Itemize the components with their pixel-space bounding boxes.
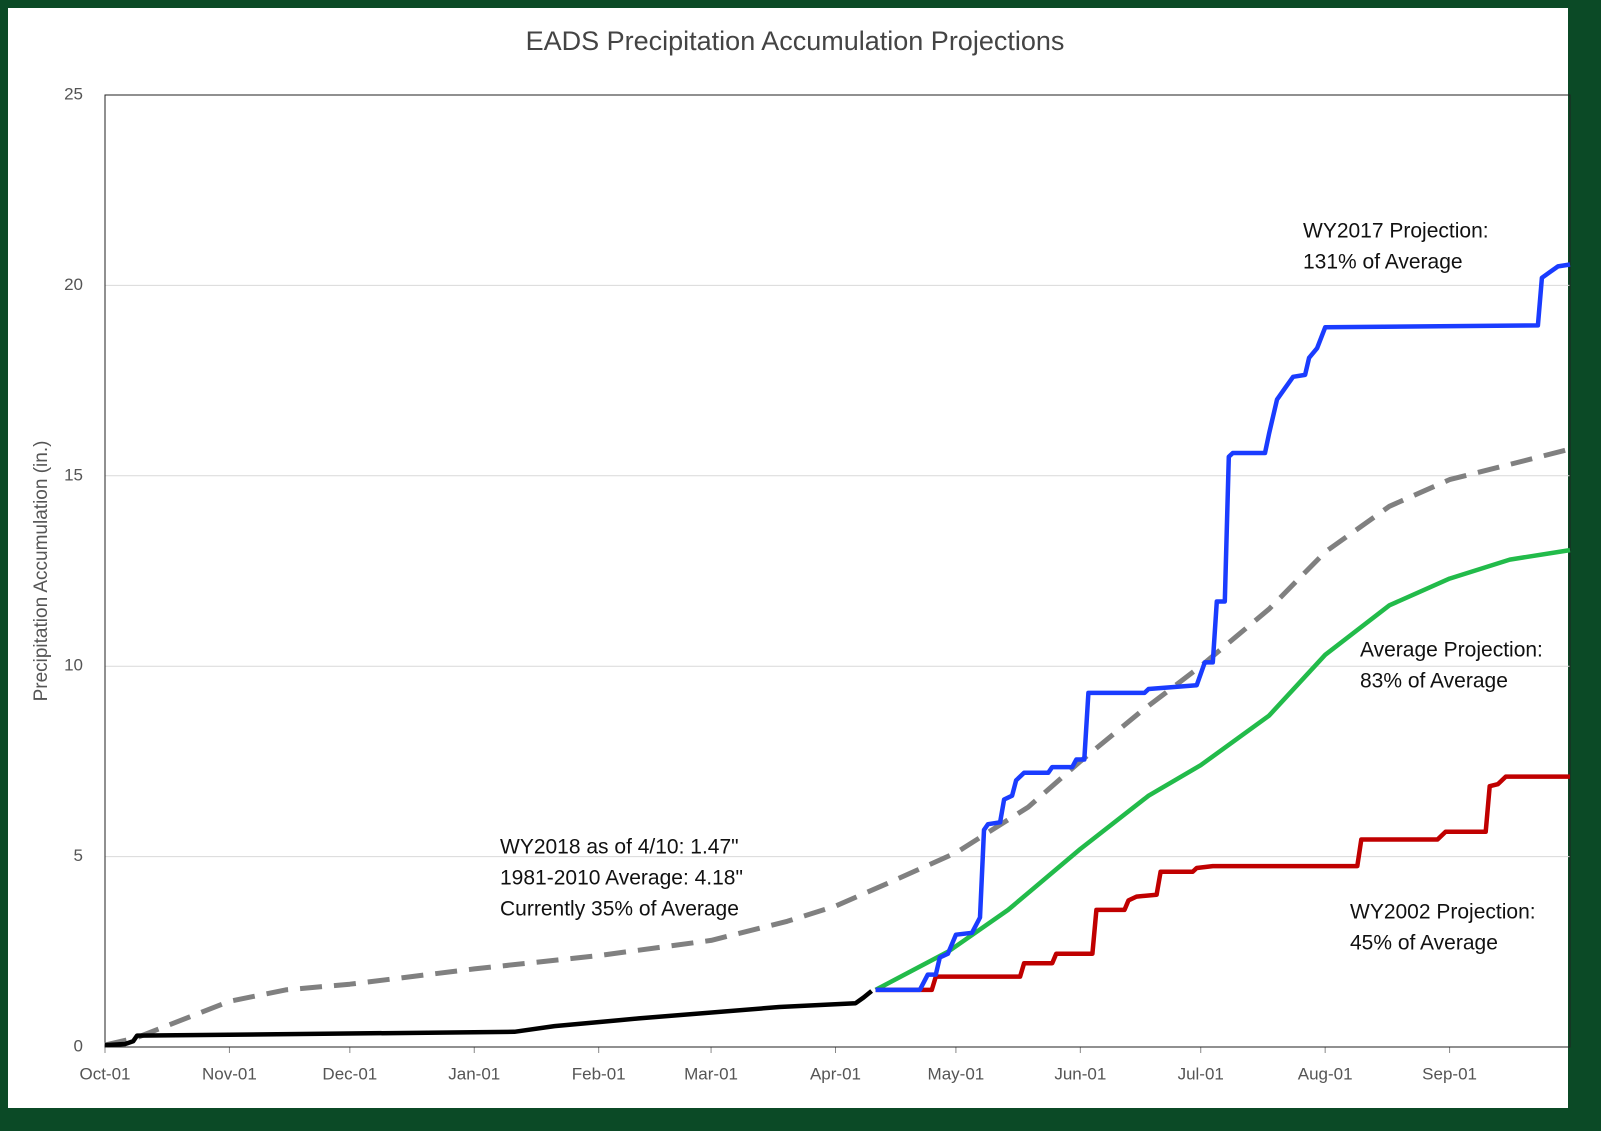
plot-frame [104, 94, 1571, 1048]
annotation: 1981-2010 Average: 4.18" [500, 867, 743, 890]
x-tick-label: Aug-01 [1298, 1064, 1353, 1083]
x-tick-label: May-01 [928, 1064, 985, 1083]
chart-title: EADS Precipitation Accumulation Projecti… [526, 26, 1065, 56]
series-line [104, 989, 874, 1048]
x-tick-label: Jul-01 [1178, 1064, 1224, 1083]
x-tick-label: Feb-01 [572, 1064, 626, 1083]
x-tick-label: Jun-01 [1054, 1064, 1106, 1083]
y-tick-label: 5 [74, 846, 83, 865]
annotation: 131% of Average [1303, 251, 1463, 274]
series-line [875, 774, 1570, 993]
chart-background [8, 8, 1568, 1108]
annotation: WY2017 Projection: [1303, 220, 1489, 243]
x-tick-label: Oct-01 [79, 1064, 130, 1083]
annotation: Currently 35% of Average [500, 898, 739, 921]
y-tick-label: 0 [74, 1036, 83, 1055]
y-tick-label: 20 [64, 275, 83, 294]
y-tick-label: 10 [64, 656, 83, 675]
series-line [104, 446, 1571, 1048]
x-tick-label: Dec-01 [322, 1064, 377, 1083]
x-tick-label: Sep-01 [1422, 1064, 1477, 1083]
annotation: 45% of Average [1350, 932, 1498, 955]
x-tick-label: Mar-01 [684, 1064, 738, 1083]
y-tick-label: 15 [64, 465, 83, 484]
y-axis-label: Precipitation Accumulation (in.) [31, 441, 52, 702]
series-line [875, 262, 1571, 993]
series-line [874, 547, 1571, 992]
x-tick-label: Nov-01 [202, 1064, 257, 1083]
x-tick-label: Apr-01 [810, 1064, 861, 1083]
annotation: 83% of Average [1360, 670, 1508, 693]
annotation: Average Projection: [1360, 639, 1543, 662]
y-tick-label: 25 [64, 84, 83, 103]
annotation: WY2018 as of 4/10: 1.47" [500, 836, 739, 859]
annotation: WY2002 Projection: [1350, 901, 1536, 924]
x-tick-label: Jan-01 [448, 1064, 500, 1083]
